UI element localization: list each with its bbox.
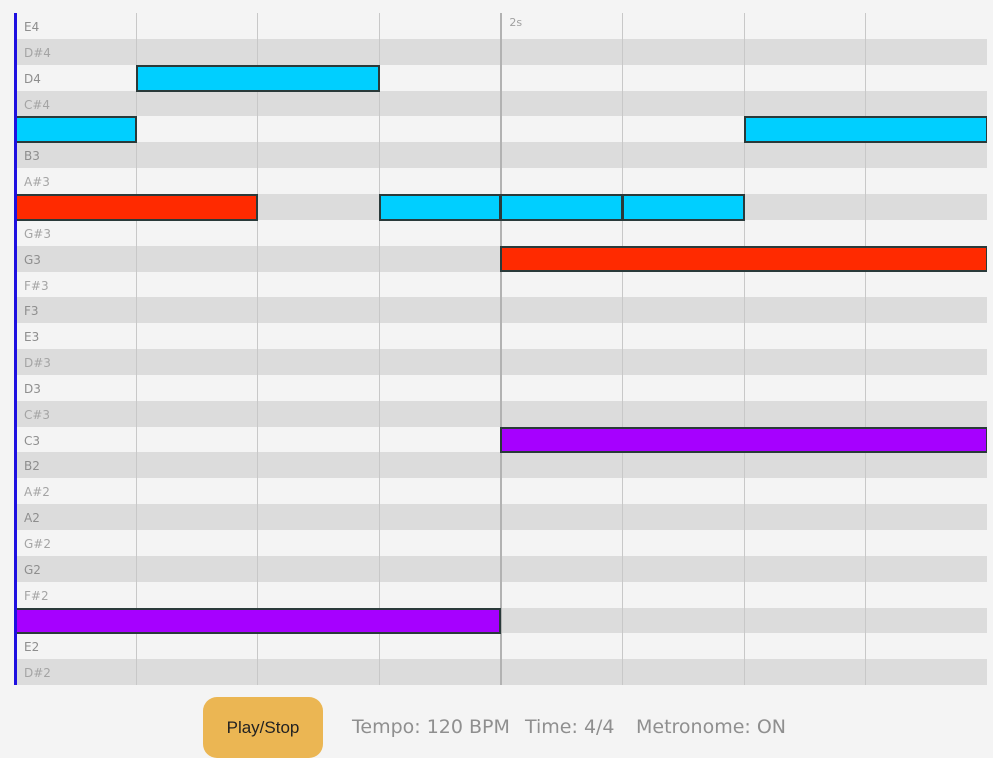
time-signature-display[interactable]: Time: 4/4 <box>525 716 615 738</box>
pitch-label: D#4 <box>24 45 51 60</box>
note-block[interactable] <box>14 193 259 221</box>
time-marker-label: 2s <box>509 16 523 29</box>
note-block[interactable] <box>378 193 502 221</box>
pitch-label: D4 <box>24 71 41 86</box>
note-block[interactable] <box>14 607 502 635</box>
pitch-label: C#3 <box>24 407 51 422</box>
pitch-label: F#3 <box>24 278 49 293</box>
pitch-label: A#3 <box>24 175 50 190</box>
pitch-label: F3 <box>24 304 39 319</box>
note-block[interactable] <box>500 426 987 454</box>
beat-gridline <box>622 13 623 685</box>
metronome-toggle[interactable]: Metronome: ON <box>636 716 787 738</box>
transport-controls: Play/Stop Tempo: 120 BPM Time: 4/4 Metro… <box>0 697 993 758</box>
beat-gridlines <box>14 13 987 685</box>
pitch-label: E3 <box>24 330 40 345</box>
time-labels: 2s <box>14 13 987 685</box>
pitch-label: C#4 <box>24 97 51 112</box>
beat-gridline <box>378 13 380 685</box>
note-block[interactable] <box>500 245 987 273</box>
pitch-label: G3 <box>24 252 41 267</box>
measure-gridline <box>500 13 503 685</box>
pitch-label: A2 <box>24 511 40 526</box>
pitch-label: F#2 <box>24 588 49 603</box>
beat-gridline <box>743 13 745 685</box>
pitch-label: D#3 <box>24 356 51 371</box>
pitch-label: E2 <box>24 640 40 655</box>
note-block[interactable] <box>14 116 137 144</box>
pitch-label: B3 <box>24 149 40 164</box>
note-block[interactable] <box>743 116 987 144</box>
playhead-cursor <box>14 13 17 685</box>
beat-gridline <box>135 13 137 685</box>
pitch-label: E4 <box>24 20 40 34</box>
piano-roll-grid[interactable]: E4 D#4 D4 C#4 B3 A#3 G#3 G3 F#3 F3 E3 D#3 D3 C#3 C3 B2 A… <box>14 13 987 685</box>
notes-layer[interactable] <box>14 13 987 685</box>
tempo-display[interactable]: Tempo: 120 BPM <box>352 716 510 738</box>
pitch-label: B2 <box>24 459 40 474</box>
pitch-label: D#2 <box>24 666 51 681</box>
pitch-label: G2 <box>24 562 41 577</box>
beat-gridline <box>257 13 259 685</box>
pitch-labels: E4 D#4 D4 C#4 B3 A#3 G#3 G3 F#3 F3 E3 D#3 D3 C#3 C3 B2 A… <box>14 13 987 685</box>
pitch-label: D3 <box>24 381 41 396</box>
beat-gridline <box>865 13 867 685</box>
pitch-label: C3 <box>24 433 41 448</box>
note-block[interactable] <box>135 64 380 92</box>
note-block[interactable] <box>500 193 623 221</box>
pitch-label: A#2 <box>24 485 50 500</box>
pitch-label: G#2 <box>24 537 51 551</box>
pitch-label: G#3 <box>24 226 51 241</box>
note-block[interactable] <box>622 193 745 221</box>
play-stop-button[interactable]: Play/Stop <box>203 697 323 758</box>
